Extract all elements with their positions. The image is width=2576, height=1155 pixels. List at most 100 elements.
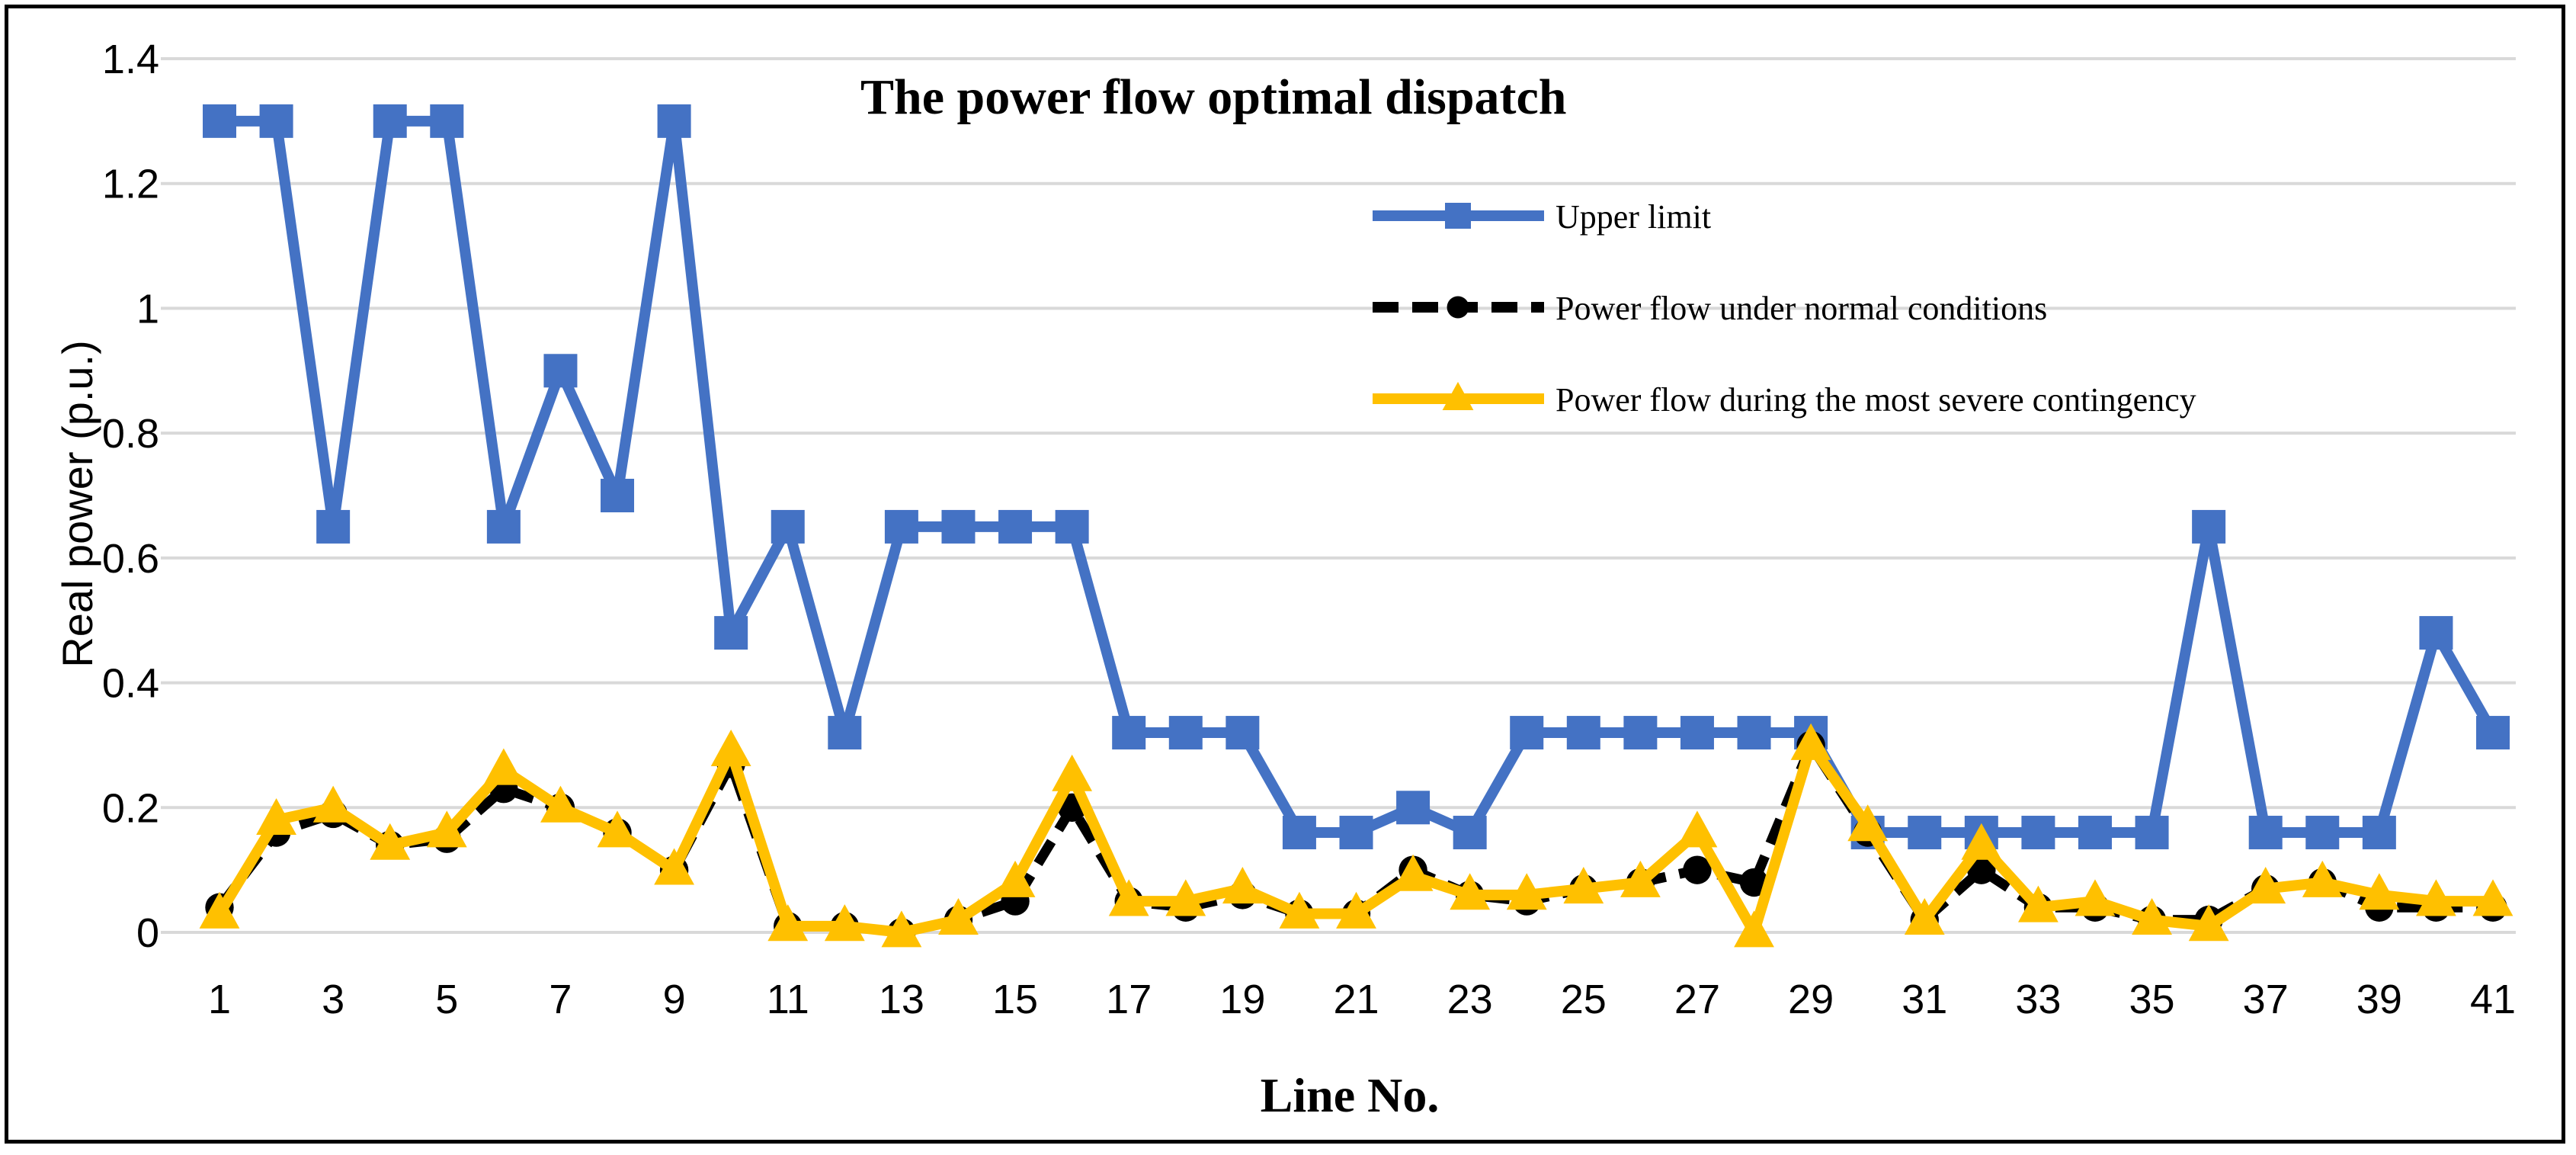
data-point xyxy=(1677,810,1718,848)
data-point xyxy=(601,479,635,512)
x-tick-label: 27 xyxy=(1674,977,1720,1022)
data-point xyxy=(1620,860,1661,897)
data-point xyxy=(203,104,236,138)
data-point xyxy=(938,897,979,935)
data-point xyxy=(2359,873,2400,910)
data-point xyxy=(1680,716,1714,750)
data-point xyxy=(2305,816,2340,850)
data-point xyxy=(1506,873,1547,910)
data-point xyxy=(1453,816,1487,850)
data-point xyxy=(657,104,691,138)
data-point xyxy=(373,104,407,138)
data-point xyxy=(1222,867,1263,904)
data-point xyxy=(710,729,751,767)
data-point xyxy=(1510,716,1544,750)
data-point xyxy=(259,104,293,138)
x-tick-label: 9 xyxy=(663,977,686,1022)
x-tick-label: 5 xyxy=(435,977,458,1022)
data-point xyxy=(1055,509,1089,544)
data-point xyxy=(1847,804,1889,842)
data-point xyxy=(881,910,922,948)
data-point xyxy=(1052,754,1093,791)
data-point xyxy=(1442,381,1474,410)
data-point xyxy=(2075,879,2116,916)
legend-item-3: Power flow during the most severe contin… xyxy=(1373,381,2196,419)
x-tick-label: 15 xyxy=(992,977,1038,1022)
x-tick-label: 39 xyxy=(2357,977,2402,1022)
data-point xyxy=(540,785,581,823)
x-tick-label: 29 xyxy=(1788,977,1834,1022)
data-point xyxy=(714,616,748,650)
data-point xyxy=(1623,716,1658,750)
data-point xyxy=(1739,868,1769,897)
data-point xyxy=(2362,816,2396,850)
data-point xyxy=(824,904,865,942)
data-point xyxy=(2021,816,2055,850)
legend: Upper limit Power flow under normal condi… xyxy=(1373,198,2196,419)
data-point xyxy=(2018,885,2059,922)
data-point xyxy=(2302,860,2343,897)
data-point xyxy=(1165,879,1206,916)
data-point xyxy=(2476,716,2510,750)
data-point xyxy=(2245,867,2286,904)
data-point xyxy=(1282,816,1316,850)
data-point xyxy=(1790,723,1831,760)
chart-frame: 0 0.2 0.4 0.6 0.8 1 1.2 1.4 1 3 5 7 9 11 13 15 17 19 21 23… xyxy=(5,5,2565,1144)
data-point xyxy=(483,748,524,785)
data-point xyxy=(1112,716,1146,750)
y-tick-label: 0.2 xyxy=(102,785,159,831)
x-tick-label: 7 xyxy=(549,977,572,1022)
data-point xyxy=(1226,716,1260,750)
x-tick-label: 33 xyxy=(2015,977,2061,1022)
data-point xyxy=(370,823,411,860)
series-3 xyxy=(199,723,2514,948)
data-point xyxy=(767,904,809,942)
data-point xyxy=(199,891,240,929)
x-tick-label: 17 xyxy=(1106,977,1152,1022)
data-point xyxy=(998,509,1033,544)
data-point xyxy=(1396,791,1431,825)
data-point xyxy=(486,509,521,544)
legend-item-1: Upper limit xyxy=(1373,198,1711,236)
data-point xyxy=(2135,816,2169,850)
x-tick-label: 25 xyxy=(1561,977,1607,1022)
x-tick-label: 37 xyxy=(2243,977,2289,1022)
data-point xyxy=(2419,616,2453,650)
data-point xyxy=(1566,716,1600,750)
data-point xyxy=(995,860,1036,897)
x-tick-label: 41 xyxy=(2470,977,2516,1022)
data-point xyxy=(2132,897,2172,935)
data-point xyxy=(1961,823,2002,860)
y-axis-title: Real power (p.u.) xyxy=(53,340,101,668)
data-point xyxy=(654,848,694,885)
data-point xyxy=(597,810,638,848)
data-point xyxy=(1447,296,1469,319)
x-tick-label: 19 xyxy=(1219,977,1265,1022)
x-tick-label: 31 xyxy=(1902,977,1947,1022)
data-point xyxy=(771,509,805,544)
data-point xyxy=(1450,873,1491,910)
data-point xyxy=(1445,203,1471,229)
data-point xyxy=(1279,891,1320,929)
legend-label: Power flow under normal conditions xyxy=(1556,290,2047,327)
x-tick-label: 35 xyxy=(2129,977,2175,1022)
data-point xyxy=(1168,716,1203,750)
legend-label: Power flow during the most severe contin… xyxy=(1556,381,2196,419)
x-tick-labels: 1 3 5 7 9 11 13 15 17 19 21 23 25 27 29 31 33 35 37 39 41 xyxy=(208,977,2516,1022)
x-tick-label: 21 xyxy=(1333,977,1379,1022)
x-tick-label: 23 xyxy=(1447,977,1493,1022)
data-point xyxy=(1737,716,1771,750)
data-point xyxy=(316,509,351,544)
data-point xyxy=(1904,897,1945,935)
y-tick-label: 1 xyxy=(136,286,159,332)
data-point xyxy=(2188,904,2229,942)
data-point xyxy=(256,798,296,836)
data-point xyxy=(430,104,464,138)
y-tick-label: 0 xyxy=(136,910,159,956)
data-point xyxy=(1336,891,1376,929)
data-point xyxy=(1683,855,1712,884)
legend-item-2: Power flow under normal conditions xyxy=(1373,290,2047,327)
series-layer xyxy=(199,104,2514,948)
chart-svg: 00.20.40.60.811.21.4 1 3 5 7 9 11 13 15 17 19 21 23… xyxy=(53,37,2516,1122)
y-tick-label: 0.8 xyxy=(102,411,159,457)
